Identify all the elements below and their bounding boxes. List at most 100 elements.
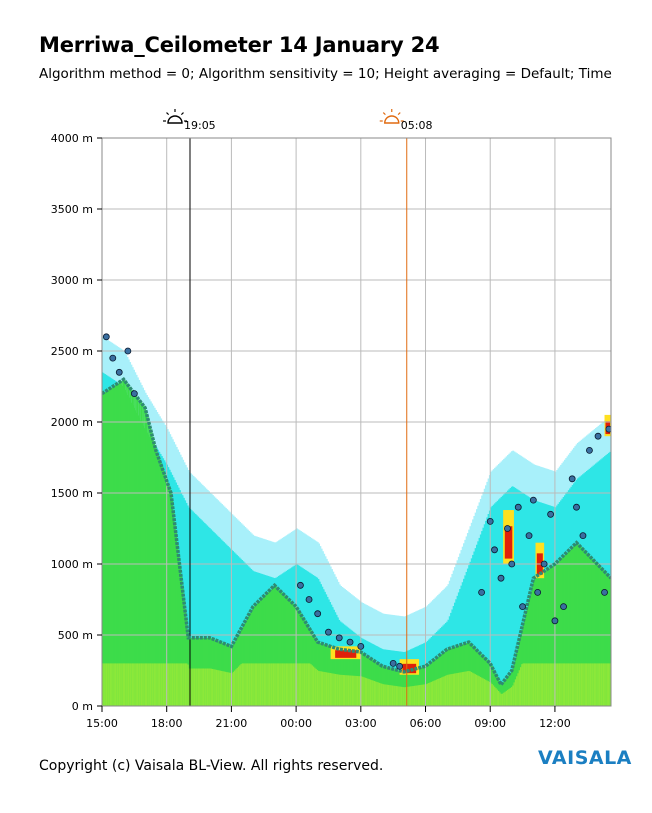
- haze-cell: [549, 469, 552, 506]
- aerosol-cell: [299, 566, 302, 613]
- sunrise-icon: [379, 109, 404, 124]
- strong-backscatter-cell: [335, 650, 357, 658]
- surface-layer-cell: [325, 672, 328, 706]
- surface-layer-cell: [391, 685, 394, 706]
- aerosol-cell: [305, 569, 308, 622]
- mixed-layer-cell: [118, 382, 121, 706]
- surface-layer-cell: [340, 674, 343, 706]
- y-tick-label: 4000 m: [51, 132, 93, 145]
- haze-cell: [161, 420, 164, 457]
- aerosol-cell: [543, 503, 546, 572]
- chart-subtitle: Algorithm method = 0; Algorithm sensitiv…: [39, 66, 612, 82]
- boundary-layer-line: [102, 377, 611, 688]
- aerosol-cell: [593, 464, 596, 561]
- aerosol-cell: [233, 552, 236, 642]
- surface-layer-cell: [469, 671, 472, 706]
- haze-cell: [463, 543, 465, 579]
- mixed-layer-cell: [539, 574, 542, 706]
- surface-layer-cell: [407, 686, 410, 706]
- aerosol-cell: [456, 595, 459, 647]
- surface-layer-cell: [215, 669, 218, 706]
- aerosol-cell: [245, 563, 248, 621]
- mixed-layer-cell: [113, 385, 116, 706]
- surface-layer-cell: [158, 663, 161, 706]
- haze-cell: [288, 533, 291, 570]
- haze-cell: [573, 447, 575, 484]
- haze-cell: [169, 434, 172, 470]
- haze-cell: [166, 429, 169, 465]
- cloud-base-point: [525, 532, 533, 539]
- haze-cell: [381, 613, 384, 649]
- haze-cell: [204, 487, 207, 523]
- haze-cell: [122, 350, 125, 386]
- surface-layer-cell: [525, 663, 528, 706]
- surface-layer-cell: [591, 663, 594, 706]
- cloud-base-point: [504, 525, 511, 532]
- surface-layer-cell: [189, 668, 192, 706]
- haze-cell: [157, 414, 160, 450]
- haze-cell: [469, 526, 472, 562]
- surface-layer-cell: [386, 684, 389, 706]
- aerosol-cell: [223, 542, 226, 644]
- surface-layer-cell: [421, 684, 424, 706]
- surface-layer-cell: [531, 663, 534, 706]
- aerosol-cell: [485, 520, 487, 659]
- aerosol-cell: [425, 642, 428, 667]
- haze-cell: [107, 340, 110, 376]
- surface-layer-cell: [297, 663, 300, 706]
- mixed-layer-cell: [527, 602, 530, 706]
- haze-cell: [196, 479, 199, 516]
- surface-layer-cell: [287, 663, 289, 706]
- haze-cell: [195, 478, 198, 515]
- haze-cell: [191, 474, 194, 511]
- aerosol-cell: [523, 493, 526, 619]
- aerosol-cell: [448, 616, 451, 649]
- surface-layer-cell: [601, 663, 604, 706]
- cloud-base-point: [389, 660, 397, 667]
- surface-layer-cell: [505, 690, 508, 706]
- aerosol-cell: [452, 606, 455, 648]
- haze-cell: [341, 587, 344, 623]
- aerosol-cell: [486, 517, 489, 660]
- mixed-layer-cell: [571, 547, 574, 706]
- x-tick-label: 00:00: [280, 717, 312, 730]
- aerosol-cell: [214, 533, 217, 640]
- mixed-layer-cell: [591, 557, 594, 706]
- surface-layer-cell: [563, 663, 566, 706]
- aerosol-cell: [192, 511, 195, 638]
- surface-layer-cell: [450, 674, 452, 706]
- mixed-layer-cell: [567, 551, 570, 706]
- aerosol-cell: [328, 599, 331, 646]
- aerosol-cell: [213, 531, 216, 640]
- surface-layer-cell: [513, 682, 516, 706]
- haze-cell: [605, 419, 608, 456]
- cloud-base-point: [346, 638, 354, 646]
- aerosol-cell: [268, 576, 271, 591]
- aerosol-cell: [576, 478, 579, 544]
- haze-cell: [439, 592, 442, 629]
- haze-cell: [521, 456, 524, 493]
- mixed-layer-cell: [541, 572, 544, 706]
- aerosol-cell: [526, 495, 529, 608]
- haze-cell: [337, 581, 340, 618]
- aerosol-cell: [591, 466, 594, 558]
- surface-layer-cell: [573, 663, 575, 706]
- haze-cell: [305, 534, 308, 570]
- mixed-layer-cell: [593, 560, 596, 706]
- haze-cell: [538, 466, 540, 502]
- mixed-layer-cell: [114, 385, 117, 706]
- haze-cell: [209, 492, 212, 529]
- cloud-base-point: [478, 589, 485, 596]
- haze-cell: [153, 407, 156, 444]
- sunset-icon: [162, 109, 187, 124]
- haze-cell: [483, 488, 486, 525]
- mixed-layer-cell: [183, 598, 186, 706]
- mixed-layer-cell: [245, 620, 248, 706]
- aerosol-cell: [606, 453, 609, 574]
- haze-cell: [492, 469, 495, 505]
- aerosol-cell: [161, 456, 164, 467]
- haze-cell: [474, 512, 477, 549]
- aerosol-cell: [393, 650, 396, 670]
- aerosol-cell: [609, 451, 611, 577]
- haze-cell: [292, 531, 295, 567]
